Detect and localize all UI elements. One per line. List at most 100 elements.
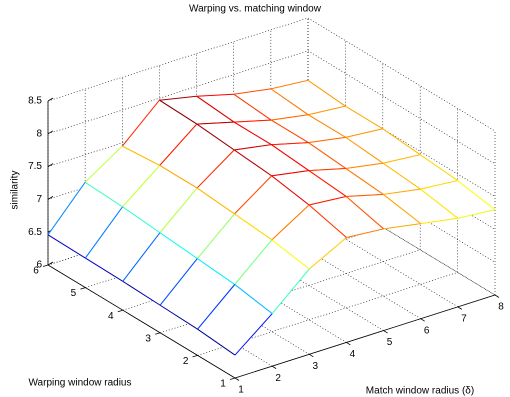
mesh-edge [420, 217, 458, 225]
mesh-edge [271, 170, 309, 177]
mesh-edge [270, 119, 309, 144]
mesh-edge [122, 280, 161, 306]
x-axis-label: Match window radius (δ) [366, 386, 474, 397]
mesh-edge [420, 180, 458, 190]
tick-mark [457, 306, 463, 310]
axis-line [234, 294, 496, 379]
mesh-face [233, 120, 309, 145]
mesh-face [308, 137, 384, 169]
grid-line [307, 181, 496, 296]
mesh-edge [159, 95, 197, 101]
mesh-edge [233, 149, 272, 177]
grid-line [307, 50, 496, 165]
mesh-edge [346, 193, 384, 197]
mesh-edge [271, 142, 309, 146]
mesh-edge [382, 154, 421, 164]
mesh-edge [234, 144, 272, 151]
mesh-face [122, 232, 198, 306]
mesh-edge [308, 142, 347, 169]
mesh-edge [308, 237, 347, 270]
z-tick-label: 7 [36, 194, 42, 205]
mesh-face [160, 258, 235, 330]
mesh-edge [233, 121, 272, 146]
z-axis-label: similarity [10, 171, 21, 210]
mesh-edge [382, 162, 421, 190]
mesh-edge [196, 213, 235, 259]
mesh-face [383, 189, 458, 224]
x-tick-label: 7 [461, 313, 467, 324]
mesh-face [234, 175, 310, 240]
grid-line [233, 205, 421, 319]
y-tick-label: 4 [108, 311, 114, 322]
y-axis-label: Warping window radius [28, 378, 131, 389]
grid-line [159, 229, 347, 343]
z-tick-label: 7.5 [28, 161, 42, 172]
chart-title: Warping vs. matching window [189, 4, 322, 15]
tick-mark [155, 332, 161, 335]
mesh-face [85, 206, 160, 282]
mesh-edge [84, 145, 123, 183]
grid-line [196, 217, 384, 331]
mesh-edge [233, 119, 272, 123]
tick-mark [229, 377, 236, 380]
mesh-edge [308, 170, 347, 197]
tick-mark [192, 355, 198, 358]
mesh-face [197, 149, 272, 214]
grid-line [122, 241, 310, 355]
z-tick-label: 6.5 [28, 227, 42, 238]
mesh-face [196, 122, 272, 150]
mesh-face [309, 196, 384, 238]
mesh-edge [271, 268, 310, 314]
mesh-face [85, 146, 160, 207]
mesh-edge [420, 188, 459, 219]
mesh-edge [159, 304, 198, 330]
grid-line [47, 17, 309, 102]
mesh-face [159, 96, 234, 125]
mesh-edge [270, 79, 309, 90]
mesh-edge [307, 79, 346, 107]
mesh-edge [234, 213, 273, 241]
mesh-edge [345, 162, 384, 170]
mesh-face [197, 284, 273, 356]
mesh-face [308, 106, 383, 138]
mesh-edge [47, 234, 86, 259]
y-tick-label: 5 [71, 288, 77, 299]
tick-mark [47, 163, 54, 167]
mesh-face [159, 188, 235, 259]
mesh-edge [159, 187, 198, 234]
mesh-face [271, 170, 347, 206]
mesh-edge [196, 95, 235, 123]
tick-mark [47, 130, 54, 135]
mesh-face [308, 168, 384, 197]
tick-mark [309, 353, 314, 358]
mesh-edge [234, 313, 273, 356]
mesh-edge [308, 136, 346, 144]
mesh-face [122, 100, 197, 166]
x-tick-label: 2 [275, 373, 281, 384]
mesh-edge [196, 149, 235, 189]
mesh-face [234, 239, 310, 314]
mesh-edge [196, 187, 235, 215]
mesh-edge [308, 168, 346, 172]
mesh-face [122, 165, 198, 233]
z-tick-label: 8.5 [28, 96, 42, 107]
x-tick-label: 1 [238, 385, 244, 396]
mesh-edge [47, 182, 86, 236]
mesh-face [234, 144, 309, 176]
grid-line [47, 83, 309, 167]
mesh-edge [308, 204, 347, 238]
mesh-edge [196, 123, 235, 151]
grid-line [47, 50, 309, 135]
tick-mark [117, 309, 123, 313]
mesh-edge [271, 204, 310, 241]
mesh-edge [197, 258, 236, 285]
mesh-edge [159, 232, 198, 260]
mesh-edge [307, 114, 346, 138]
mesh-edge [122, 165, 161, 208]
mesh-edge [159, 123, 198, 166]
mesh-edge [346, 228, 384, 238]
mesh-face [48, 182, 123, 259]
mesh-edge [159, 258, 198, 306]
mesh-edge [271, 239, 310, 270]
tick-mark [47, 261, 54, 266]
